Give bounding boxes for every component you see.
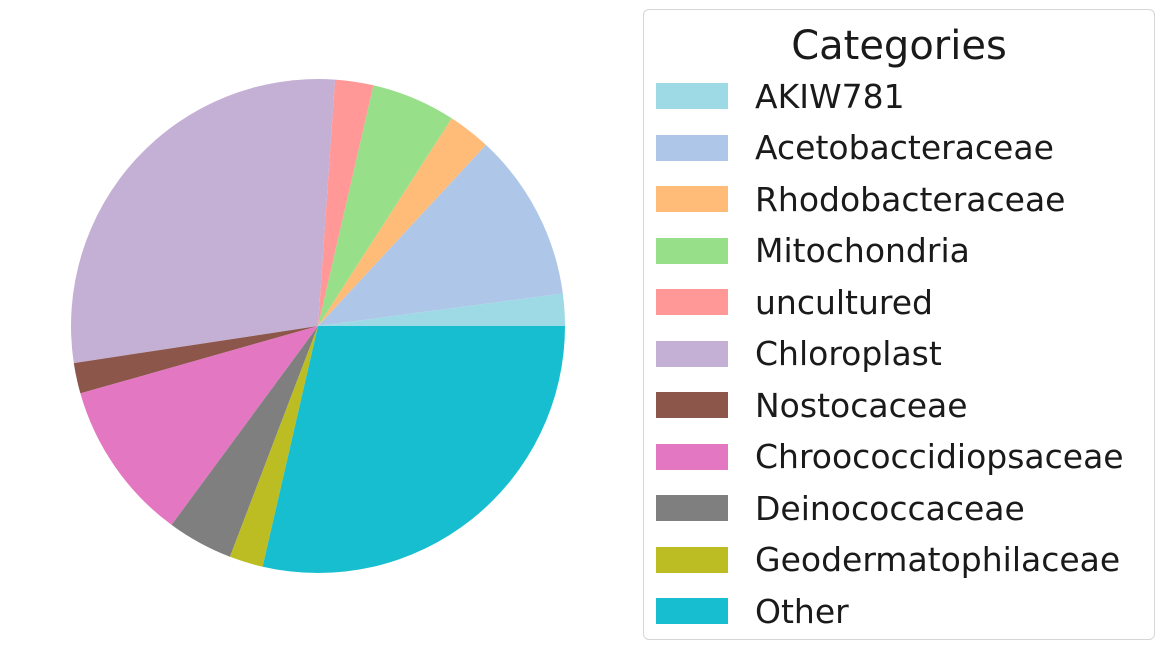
legend-label: Chroococcidiopsaceae <box>755 437 1124 476</box>
pie-slice-nostocaceae <box>73 326 318 394</box>
pie-slice-deinococcaceae <box>171 326 318 557</box>
legend-label: uncultured <box>755 282 934 322</box>
pie-chart <box>70 78 565 574</box>
legend-item-rhodobacteraceae: Rhodobacteraceae <box>656 179 1066 219</box>
legend-swatch <box>656 340 728 367</box>
legend-swatch <box>656 186 728 212</box>
legend-swatch <box>656 237 728 264</box>
legend-swatch <box>656 392 728 418</box>
pie-slice-uncultured <box>318 79 374 326</box>
legend-swatch <box>656 598 728 624</box>
legend-swatch <box>656 289 728 315</box>
pie-slice-akiw781 <box>318 293 565 326</box>
pie-slice-geodermatophilaceae <box>229 326 318 567</box>
legend-label: Other <box>755 591 849 631</box>
legend-label: Deinococcaceae <box>755 488 1025 528</box>
legend-label: Nostocaceae <box>755 385 968 425</box>
legend-item-deinococcaceae: Deinococcaceae <box>656 488 1025 528</box>
legend-label: Rhodobacteraceae <box>755 179 1066 219</box>
pie-slice-rhodobacteraceae <box>318 118 486 326</box>
legend-item-acetobacteraceae: Acetobacteraceae <box>656 128 1054 168</box>
legend-label: Mitochondria <box>755 231 970 270</box>
legend-item-akiw781: AKIW781 <box>656 76 905 116</box>
legend-item-mitochondria: Mitochondria <box>656 231 970 271</box>
legend: Categories AKIW781 Acetobacteraceae Rhodob… <box>643 9 1155 640</box>
legend-swatch <box>656 495 728 521</box>
legend-item-nostocaceae: Nostocaceae <box>656 385 968 425</box>
legend-label: Acetobacteraceae <box>755 128 1054 167</box>
legend-label: Chloroplast <box>755 334 942 373</box>
legend-label: Geodermatophilaceae <box>755 540 1121 579</box>
pie-slice-mitochondria <box>318 85 452 326</box>
legend-item-uncultured: uncultured <box>656 282 933 322</box>
legend-item-chroococcidiopsaceae: Chroococcidiopsaceae <box>656 437 1124 477</box>
pie-slice-chroococcidiopsaceae <box>80 326 318 525</box>
pie-slice-other <box>262 326 565 574</box>
legend-item-other: Other <box>656 591 849 631</box>
legend-item-chloroplast: Chloroplast <box>656 334 942 374</box>
pie-slice-chloroplast <box>70 78 336 364</box>
pie-slice-acetobacteraceae <box>318 144 563 326</box>
legend-title: Categories <box>791 23 1007 69</box>
legend-swatch <box>656 134 728 161</box>
legend-swatch <box>656 546 728 573</box>
legend-item-geodermatophilaceae: Geodermatophilaceae <box>656 540 1120 580</box>
legend-label: AKIW781 <box>755 76 905 116</box>
legend-swatch <box>656 443 728 470</box>
legend-swatch <box>656 83 728 109</box>
